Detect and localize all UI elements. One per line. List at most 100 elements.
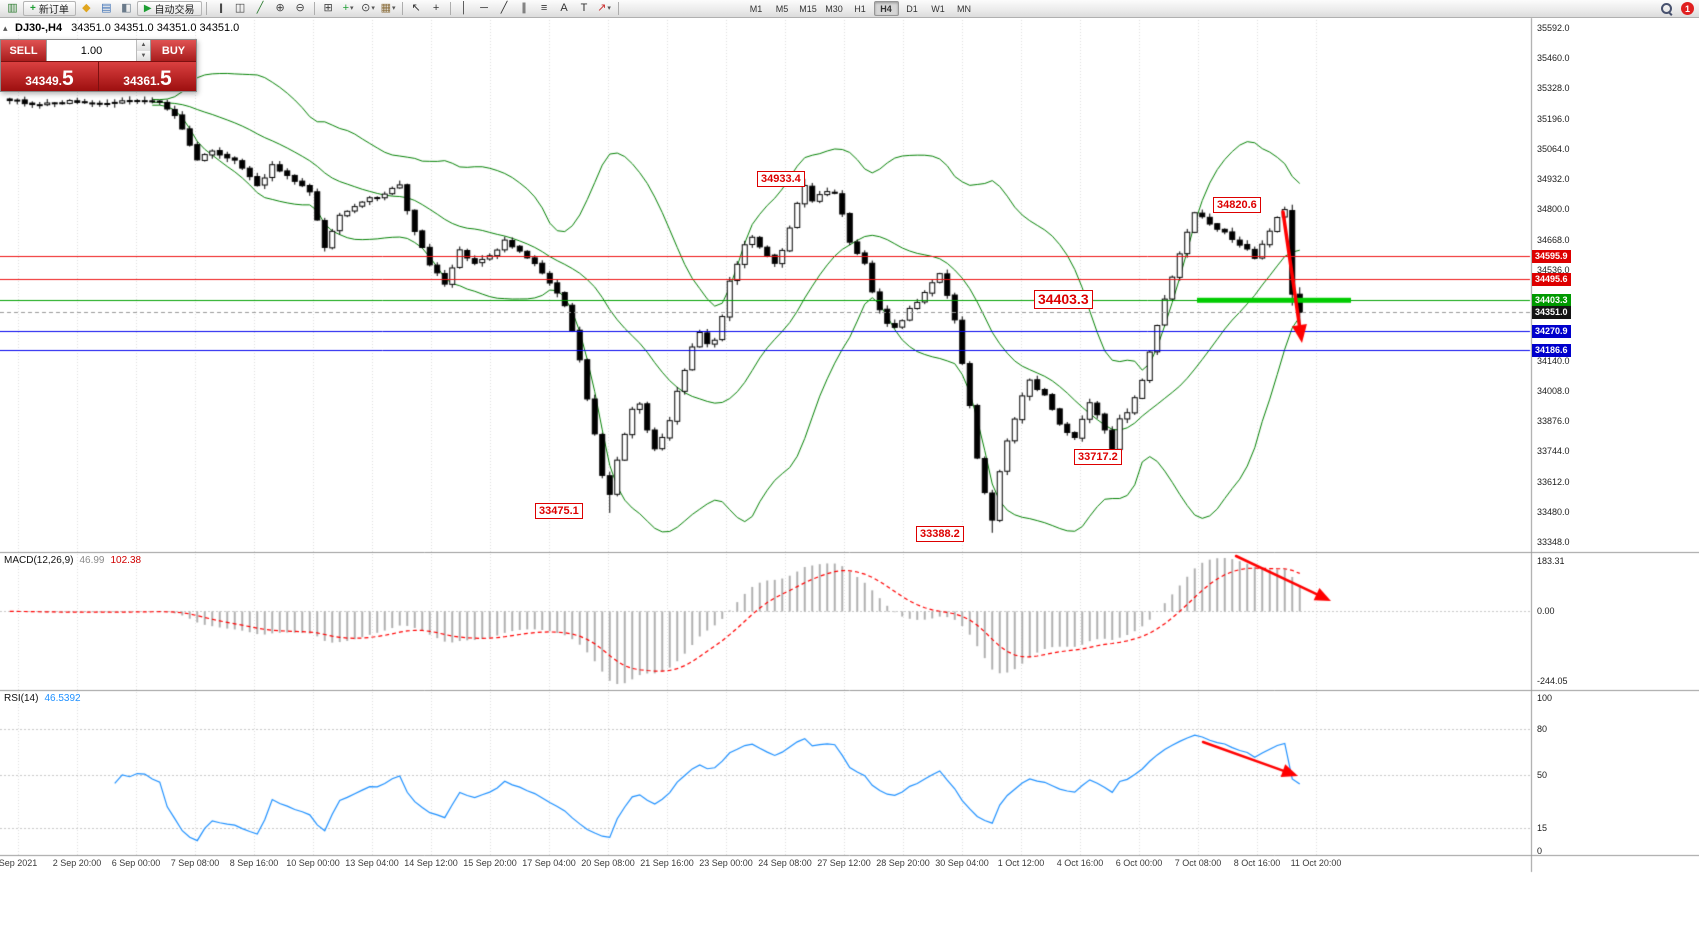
sell-button[interactable]: SELL bbox=[1, 40, 46, 61]
price-callout[interactable]: 33475.1 bbox=[535, 503, 583, 519]
symbol-info: DJ30-,H4 bbox=[15, 22, 63, 34]
line-chart-type-icon[interactable]: ╱ bbox=[251, 1, 270, 16]
periods-icon-glyph: ⊙ bbox=[361, 2, 371, 14]
bar-chart-type-icon[interactable]: ||| bbox=[211, 1, 230, 16]
price-axis-label: 33744.0 bbox=[1537, 446, 1570, 457]
zoom-out-icon[interactable]: ⊖ bbox=[291, 1, 310, 16]
auto-trading-button[interactable]: ▶ 自动交易 bbox=[136, 1, 202, 16]
timeframe-button-h1[interactable]: H1 bbox=[854, 3, 866, 14]
price-axis-label: 35064.0 bbox=[1537, 143, 1570, 154]
time-axis-label: 20 Sep 08:00 bbox=[581, 858, 635, 868]
price-axis-label: 33480.0 bbox=[1537, 506, 1570, 517]
volume-down-button[interactable]: ▼ bbox=[137, 50, 150, 61]
fibonacci-icon[interactable]: ≡ bbox=[535, 1, 554, 16]
one-click-collapse-icon[interactable]: ▴ bbox=[3, 23, 8, 33]
price-callout[interactable]: 33717.2 bbox=[1074, 449, 1122, 465]
timeframe-button-m5[interactable]: M5 bbox=[775, 3, 789, 14]
new-order-button-label: 新订单 bbox=[38, 5, 69, 16]
price-axis-label: 33876.0 bbox=[1537, 416, 1570, 427]
macd-value-2: 102.38 bbox=[110, 555, 142, 566]
time-axis-label: 28 Sep 20:00 bbox=[876, 858, 930, 868]
price-axis-label: 35460.0 bbox=[1537, 53, 1570, 64]
label-icon[interactable]: T bbox=[575, 1, 594, 16]
time-axis-label: 7 Oct 08:00 bbox=[1174, 858, 1222, 868]
horizontal-line-icon[interactable]: ─ bbox=[475, 1, 494, 16]
volume-up-button[interactable]: ▲ bbox=[137, 40, 150, 51]
volume-spinner-arrows: ▲ ▼ bbox=[136, 40, 150, 61]
sell-price: 34349. bbox=[25, 74, 62, 88]
time-axis-label: 7 Sep 08:00 bbox=[170, 858, 220, 868]
time-axis-label: 27 Sep 12:00 bbox=[817, 858, 871, 868]
buy-button[interactable]: BUY bbox=[151, 40, 196, 61]
ohlc-values: 34351.0 34351.0 34351.0 34351.0 bbox=[71, 22, 240, 34]
price-callout[interactable]: 34820.6 bbox=[1213, 197, 1261, 213]
candle-chart-type-icon[interactable]: ◫ bbox=[231, 1, 250, 16]
sell-price-panel[interactable]: 34349. 5 bbox=[1, 62, 98, 91]
time-axis-label: 13 Sep 04:00 bbox=[345, 858, 399, 868]
templates-icon[interactable]: ▦ ▾ bbox=[379, 1, 398, 16]
price-axis-label: 34668.0 bbox=[1537, 234, 1570, 245]
price-callout[interactable]: 34933.4 bbox=[757, 171, 805, 187]
time-axis-label: 2 Sep 20:00 bbox=[52, 858, 102, 868]
new-order-button[interactable]: + 新订单 bbox=[23, 1, 76, 16]
zoom-in-icon-glyph: ⊕ bbox=[275, 2, 285, 14]
price-axis-label: 34140.0 bbox=[1537, 355, 1570, 366]
magnifier-glyph bbox=[1660, 2, 1673, 15]
timeframe-button-h4[interactable]: H4 bbox=[873, 1, 899, 16]
one-click-trading-widget: SELL 1.00 ▲ ▼ BUY 34349. 5 34361. 5 bbox=[0, 39, 197, 92]
price-callout[interactable]: 33388.2 bbox=[916, 526, 964, 542]
time-axis-label: 21 Sep 16:00 bbox=[640, 858, 694, 868]
timeframe-button-m15[interactable]: M15 bbox=[799, 3, 817, 14]
navigator-icon[interactable]: ◧ bbox=[117, 1, 136, 16]
periods-icon[interactable]: ⊙ ▾ bbox=[359, 1, 378, 16]
timeframe-button-m30[interactable]: M30 bbox=[825, 3, 843, 14]
trendline-icon[interactable]: ╱ bbox=[495, 1, 514, 16]
dropdown-arrow-icon[interactable]: ▾ bbox=[391, 5, 396, 12]
price-tag-34595-9: 34595.9 bbox=[1532, 250, 1571, 264]
timeframe-button-m1[interactable]: M1 bbox=[749, 3, 763, 14]
dropdown-arrow-icon[interactable]: ▾ bbox=[607, 5, 611, 12]
rsi-indicator-label: RSI(14) 46.5392 bbox=[4, 693, 87, 704]
volume-spinner[interactable]: 1.00 ▲ ▼ bbox=[46, 40, 151, 61]
time-axis-label: 4 Oct 16:00 bbox=[1056, 858, 1104, 868]
buy-price-panel[interactable]: 34361. 5 bbox=[98, 62, 196, 91]
bar-chart-type-icon-glyph: ||| bbox=[219, 2, 223, 14]
zoom-in-icon[interactable]: ⊕ bbox=[271, 1, 290, 16]
price-callout[interactable]: 34403.3 bbox=[1034, 290, 1093, 309]
trade-widget-top-row: SELL 1.00 ▲ ▼ BUY bbox=[1, 40, 196, 61]
market-watch-icon[interactable]: ▤ bbox=[97, 1, 116, 16]
horizontal-line-icon-glyph: ─ bbox=[480, 2, 488, 14]
text-icon[interactable]: A bbox=[555, 1, 574, 16]
dropdown-arrow-icon[interactable]: ▾ bbox=[350, 5, 354, 12]
crosshair-icon[interactable]: + bbox=[427, 1, 446, 16]
price-axis-label: 35328.0 bbox=[1537, 83, 1570, 94]
tile-windows-icon[interactable]: ⊞ bbox=[319, 1, 338, 16]
timeframe-button-d1[interactable]: D1 bbox=[906, 3, 918, 14]
volume-value[interactable]: 1.00 bbox=[80, 44, 103, 57]
candle-chart-type-icon-glyph: ◫ bbox=[234, 2, 246, 14]
arrows-icon[interactable]: ↗ ▾ bbox=[595, 1, 614, 16]
notification-badge[interactable]: 1 bbox=[1681, 2, 1694, 15]
price-tag-34495-6: 34495.6 bbox=[1532, 273, 1571, 287]
macd-indicator-label: MACD(12,26,9) 46.99 102.38 bbox=[4, 555, 147, 566]
new-chart-icon[interactable]: ▥ bbox=[3, 1, 22, 16]
metaeditor-icon[interactable]: ◆ bbox=[77, 1, 96, 16]
time-axis-label: 8 Oct 16:00 bbox=[1233, 858, 1281, 868]
indicators-icon[interactable]: + ▾ bbox=[339, 1, 358, 16]
templates-icon-glyph: ▦ bbox=[380, 2, 391, 14]
line-chart-type-icon-glyph: ╱ bbox=[256, 2, 264, 14]
timeframe-button-w1[interactable]: W1 bbox=[931, 3, 945, 14]
dropdown-arrow-icon[interactable]: ▾ bbox=[371, 5, 375, 12]
cursor-icon[interactable]: ↖ bbox=[407, 1, 426, 16]
price-tag-34403-3: 34403.3 bbox=[1532, 294, 1571, 308]
tile-windows-icon-glyph: ⊞ bbox=[323, 2, 333, 14]
vertical-line-icon[interactable]: │ bbox=[455, 1, 474, 16]
auto-trading-button-icon: ▶ bbox=[143, 3, 152, 14]
time-axis-label: 14 Sep 12:00 bbox=[404, 858, 458, 868]
channel-icon[interactable]: ∥ bbox=[515, 1, 534, 16]
macd-value-1: 46.99 bbox=[79, 555, 105, 566]
trade-widget-price-row: 34349. 5 34361. 5 bbox=[1, 61, 196, 91]
search-icon[interactable] bbox=[1657, 1, 1676, 16]
timeframe-button-mn[interactable]: MN bbox=[957, 3, 972, 14]
